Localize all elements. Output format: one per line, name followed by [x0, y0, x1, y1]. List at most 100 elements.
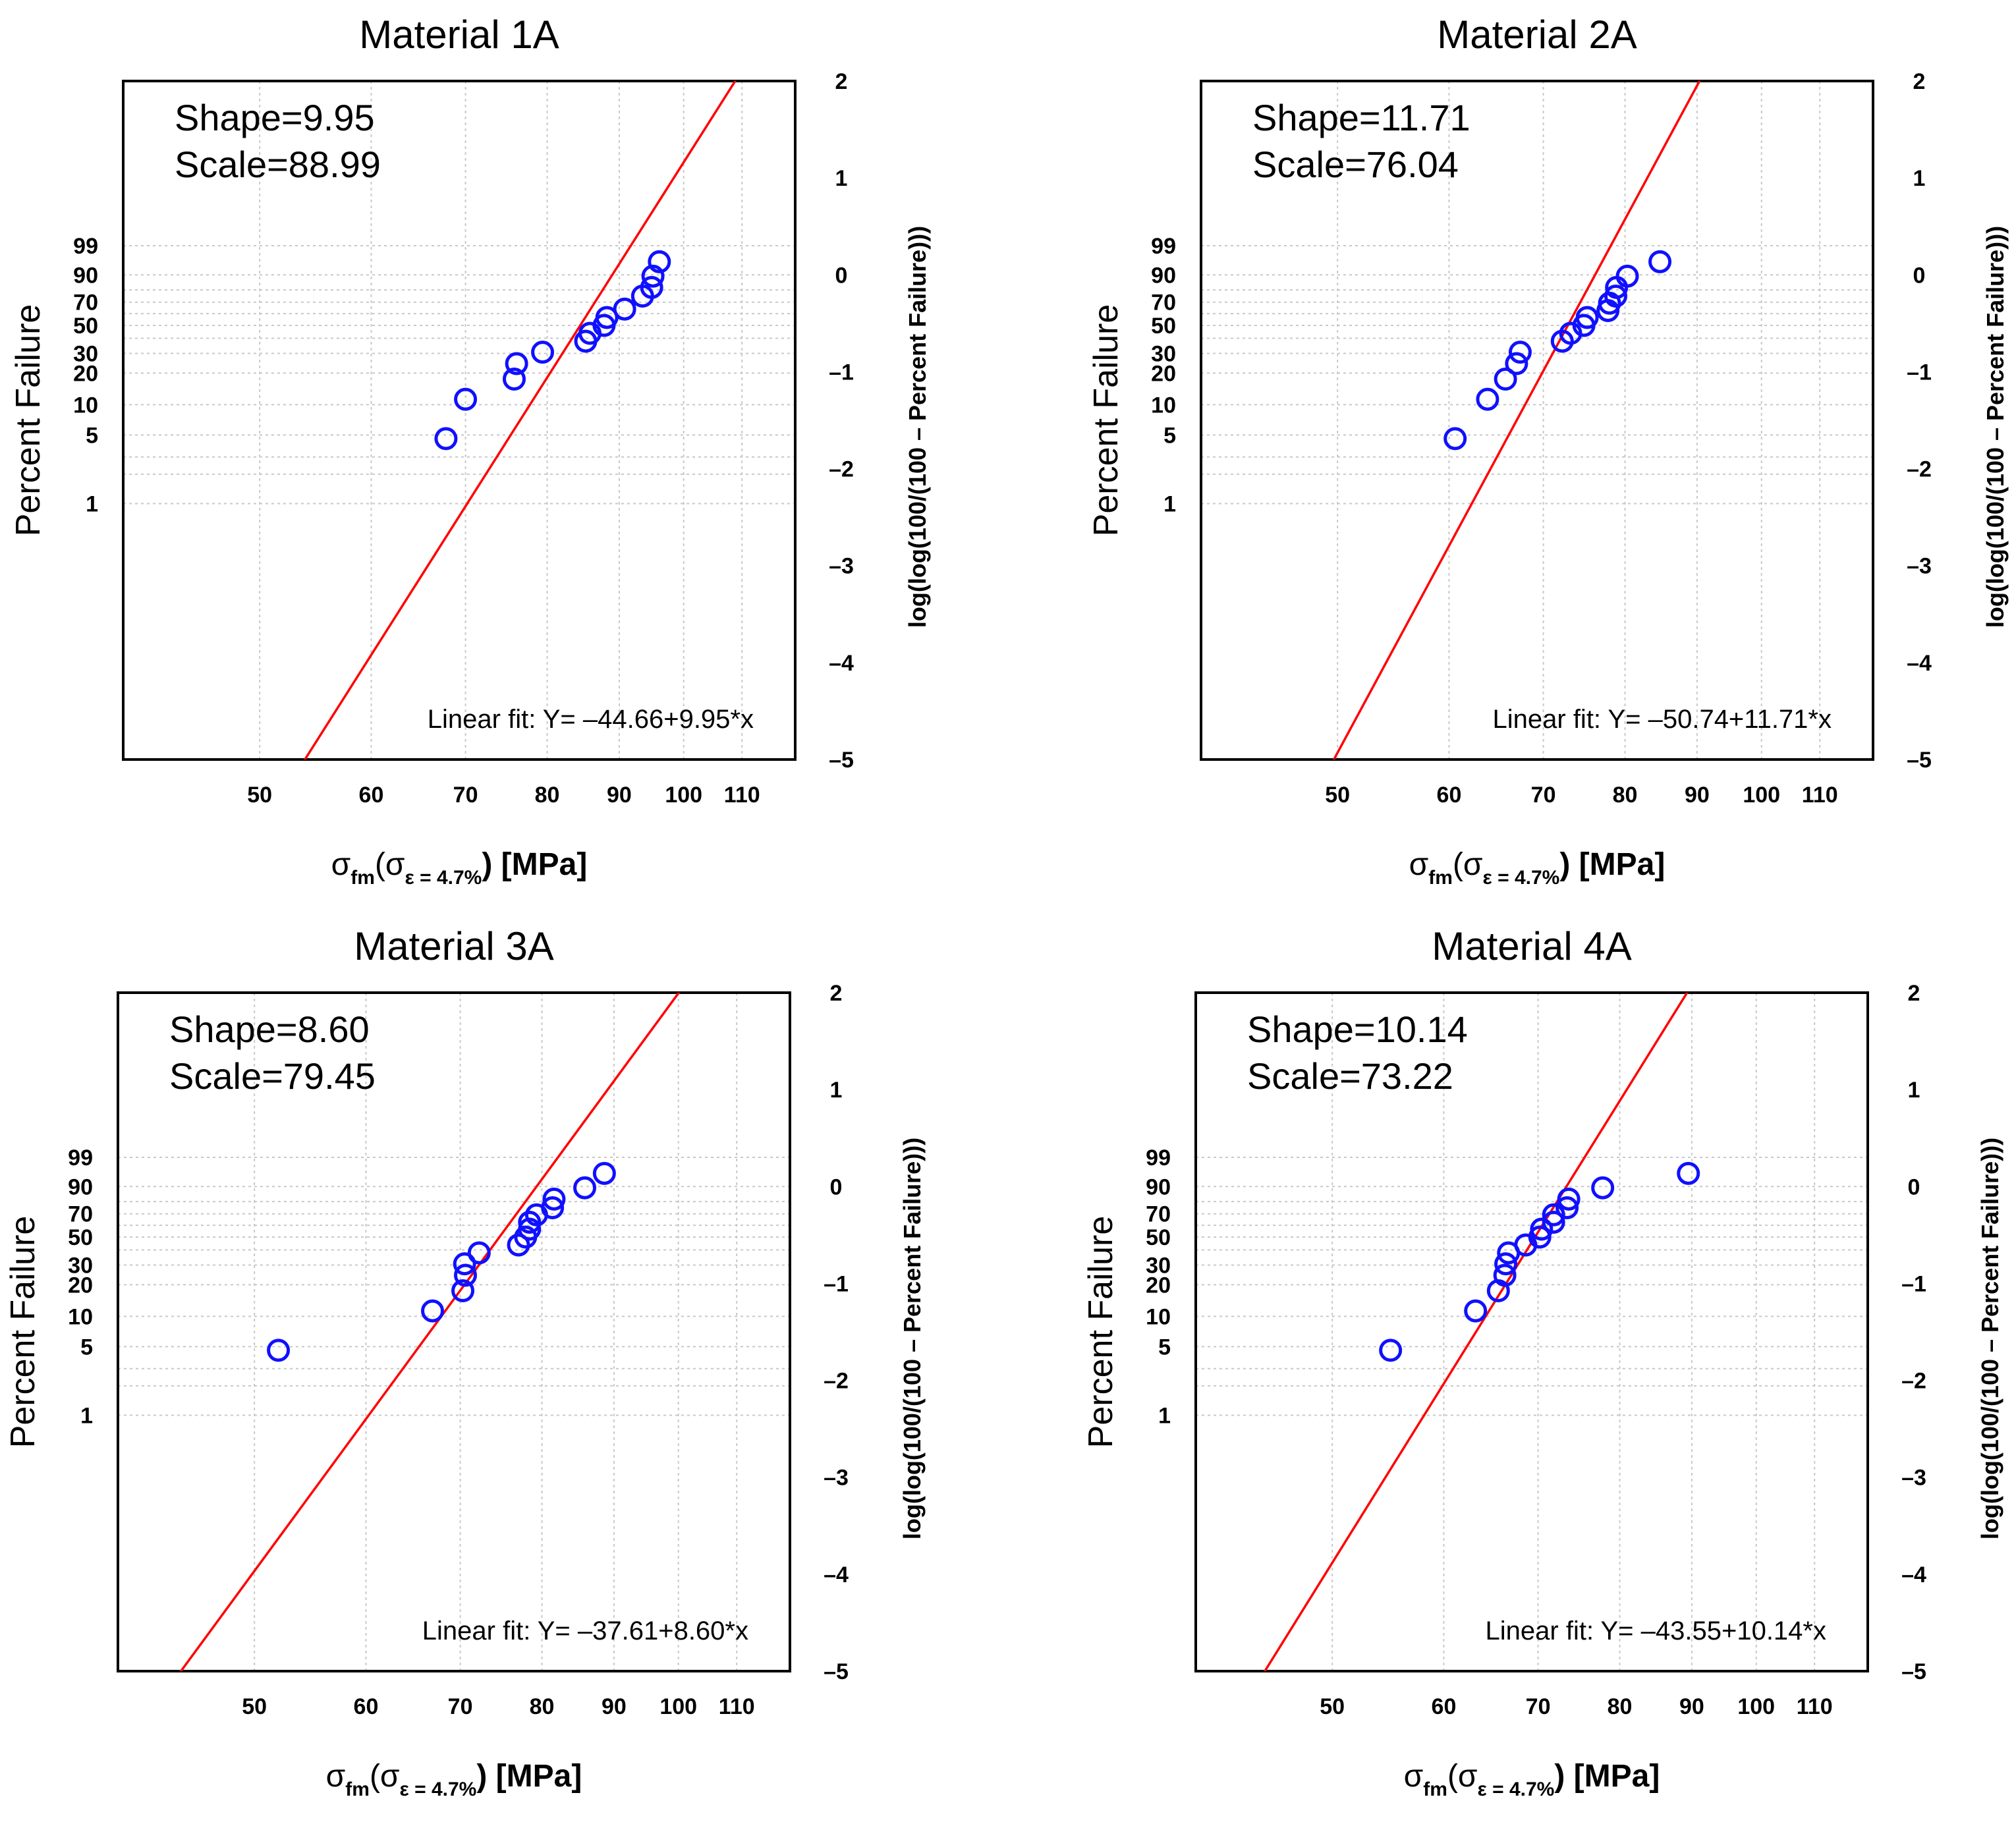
y-right-tick-label: 2	[830, 981, 843, 1006]
y-left-tick-label: 50	[73, 314, 98, 339]
y-right-tick-label: 0	[830, 1174, 843, 1200]
y-left-tick-label: 5	[86, 423, 98, 448]
y-right-tick-label: 2	[1913, 69, 1926, 94]
y-left-tick-label: 30	[1146, 1253, 1171, 1278]
y-right-tick-label: –3	[1901, 1466, 1926, 1491]
y-right-tick-label: 2	[835, 69, 848, 94]
y-left-tick-label: 99	[1146, 1146, 1171, 1171]
scale-annotation: Scale=79.45	[169, 1055, 376, 1097]
shape-annotation: Shape=10.14	[1247, 1008, 1468, 1050]
data-point	[454, 387, 478, 411]
data-point	[641, 264, 665, 288]
data-point	[1505, 352, 1528, 375]
x-tick-label: 90	[1679, 1694, 1704, 1719]
y-right-tick-label: 1	[835, 166, 848, 191]
y-right-tick-label: –5	[1907, 748, 1932, 773]
y-right-tick-label: –4	[1901, 1562, 1926, 1587]
data-point	[1542, 1210, 1565, 1234]
y-right-tick-label: –2	[829, 457, 854, 482]
y-left-tick-label: 99	[73, 234, 98, 259]
plot-frame	[1194, 991, 1869, 1672]
data-point	[1493, 1263, 1517, 1287]
fit-equation: Linear fit: Y= –37.61+8.60*x	[422, 1616, 748, 1645]
fit-line	[179, 993, 681, 1671]
x-tick-label: 80	[1613, 783, 1638, 808]
y-left-tick-label: 50	[68, 1225, 93, 1250]
data-point	[592, 1161, 616, 1185]
data-point	[1648, 250, 1672, 273]
data-point	[502, 368, 526, 391]
plot-frame	[117, 991, 791, 1672]
y-right-tick-label: –5	[829, 748, 854, 773]
data-point	[541, 1196, 565, 1220]
y-right-tick-label: –4	[829, 651, 854, 676]
data-point	[1464, 1299, 1488, 1323]
data-point	[1443, 427, 1467, 451]
data-point	[1476, 387, 1499, 411]
y-left-tick-label: 5	[1158, 1335, 1171, 1360]
y-right-tick-label: –3	[1907, 554, 1932, 579]
y-left-tick-label: 99	[68, 1146, 93, 1171]
data-point	[434, 427, 458, 451]
x-tick-label: 60	[1432, 1694, 1457, 1719]
y-left-tick-label: 1	[1158, 1404, 1171, 1429]
x-axis-label: σfm(σε = 4.7%) [MPa]	[331, 847, 588, 889]
data-point	[1557, 1187, 1581, 1211]
y-right-tick-label: –3	[824, 1466, 849, 1491]
x-tick-label: 100	[665, 783, 702, 808]
x-tick-label: 70	[448, 1694, 473, 1719]
y-right-tick-label: 1	[1908, 1078, 1920, 1103]
y-left-tick-label: 10	[73, 393, 98, 418]
y-right-tick-label: –4	[824, 1562, 849, 1587]
x-tick-label: 100	[659, 1694, 697, 1719]
x-tick-label: 100	[1743, 783, 1780, 808]
y-right-tick-label: 0	[1913, 263, 1926, 288]
y-left-tick-label: 10	[1151, 393, 1176, 418]
plot-frame	[1200, 80, 1874, 761]
x-tick-label: 110	[724, 783, 760, 808]
x-tick-label: 100	[1737, 1694, 1775, 1719]
data-point	[648, 250, 671, 273]
data-point	[1677, 1161, 1700, 1185]
data-point	[505, 352, 528, 375]
data-point	[453, 1252, 476, 1276]
y-right-tick-label: –5	[824, 1659, 849, 1684]
y-left-tick-label: 10	[68, 1304, 93, 1329]
y-right-tick-label: –4	[1907, 651, 1932, 676]
y-left-tick-label: 30	[68, 1253, 93, 1278]
y-axis-label-right: log(log(100/(100 – Percent Failure)))	[899, 1138, 926, 1539]
fit-equation: Linear fit: Y= –43.55+10.14*x	[1486, 1616, 1826, 1645]
x-tick-label: 80	[535, 783, 560, 808]
data-point	[267, 1339, 291, 1362]
data-point	[1530, 1217, 1554, 1241]
x-tick-label: 50	[1320, 1694, 1345, 1719]
y-left-tick-label: 20	[68, 1273, 93, 1298]
y-left-tick-label: 70	[1151, 290, 1176, 316]
x-tick-label: 90	[607, 783, 632, 808]
x-tick-label: 50	[1325, 783, 1350, 808]
y-right-tick-label: 1	[1913, 166, 1926, 191]
data-point	[467, 1241, 491, 1265]
data-point	[1604, 285, 1628, 308]
data-point	[518, 1217, 542, 1241]
y-left-tick-label: 1	[86, 492, 98, 517]
chart-title: Material 3A	[354, 924, 553, 968]
y-left-tick-label: 1	[80, 1404, 93, 1429]
data-point	[542, 1187, 566, 1211]
y-left-tick-label: 20	[73, 361, 98, 386]
y-axis-label-left: Percent Failure	[1087, 304, 1125, 537]
y-left-tick-label: 70	[1146, 1202, 1171, 1227]
y-right-tick-label: –1	[829, 360, 854, 385]
data-point	[1508, 341, 1532, 364]
y-left-tick-label: 70	[73, 290, 98, 316]
y-axis-label-left: Percent Failure	[9, 304, 47, 537]
y-right-tick-label: –3	[829, 554, 854, 579]
y-right-tick-label: –5	[1901, 1659, 1926, 1684]
x-tick-label: 90	[1685, 783, 1710, 808]
x-axis-label: σfm(σε = 4.7%) [MPa]	[1409, 847, 1666, 889]
y-left-tick-label: 50	[1146, 1225, 1171, 1250]
